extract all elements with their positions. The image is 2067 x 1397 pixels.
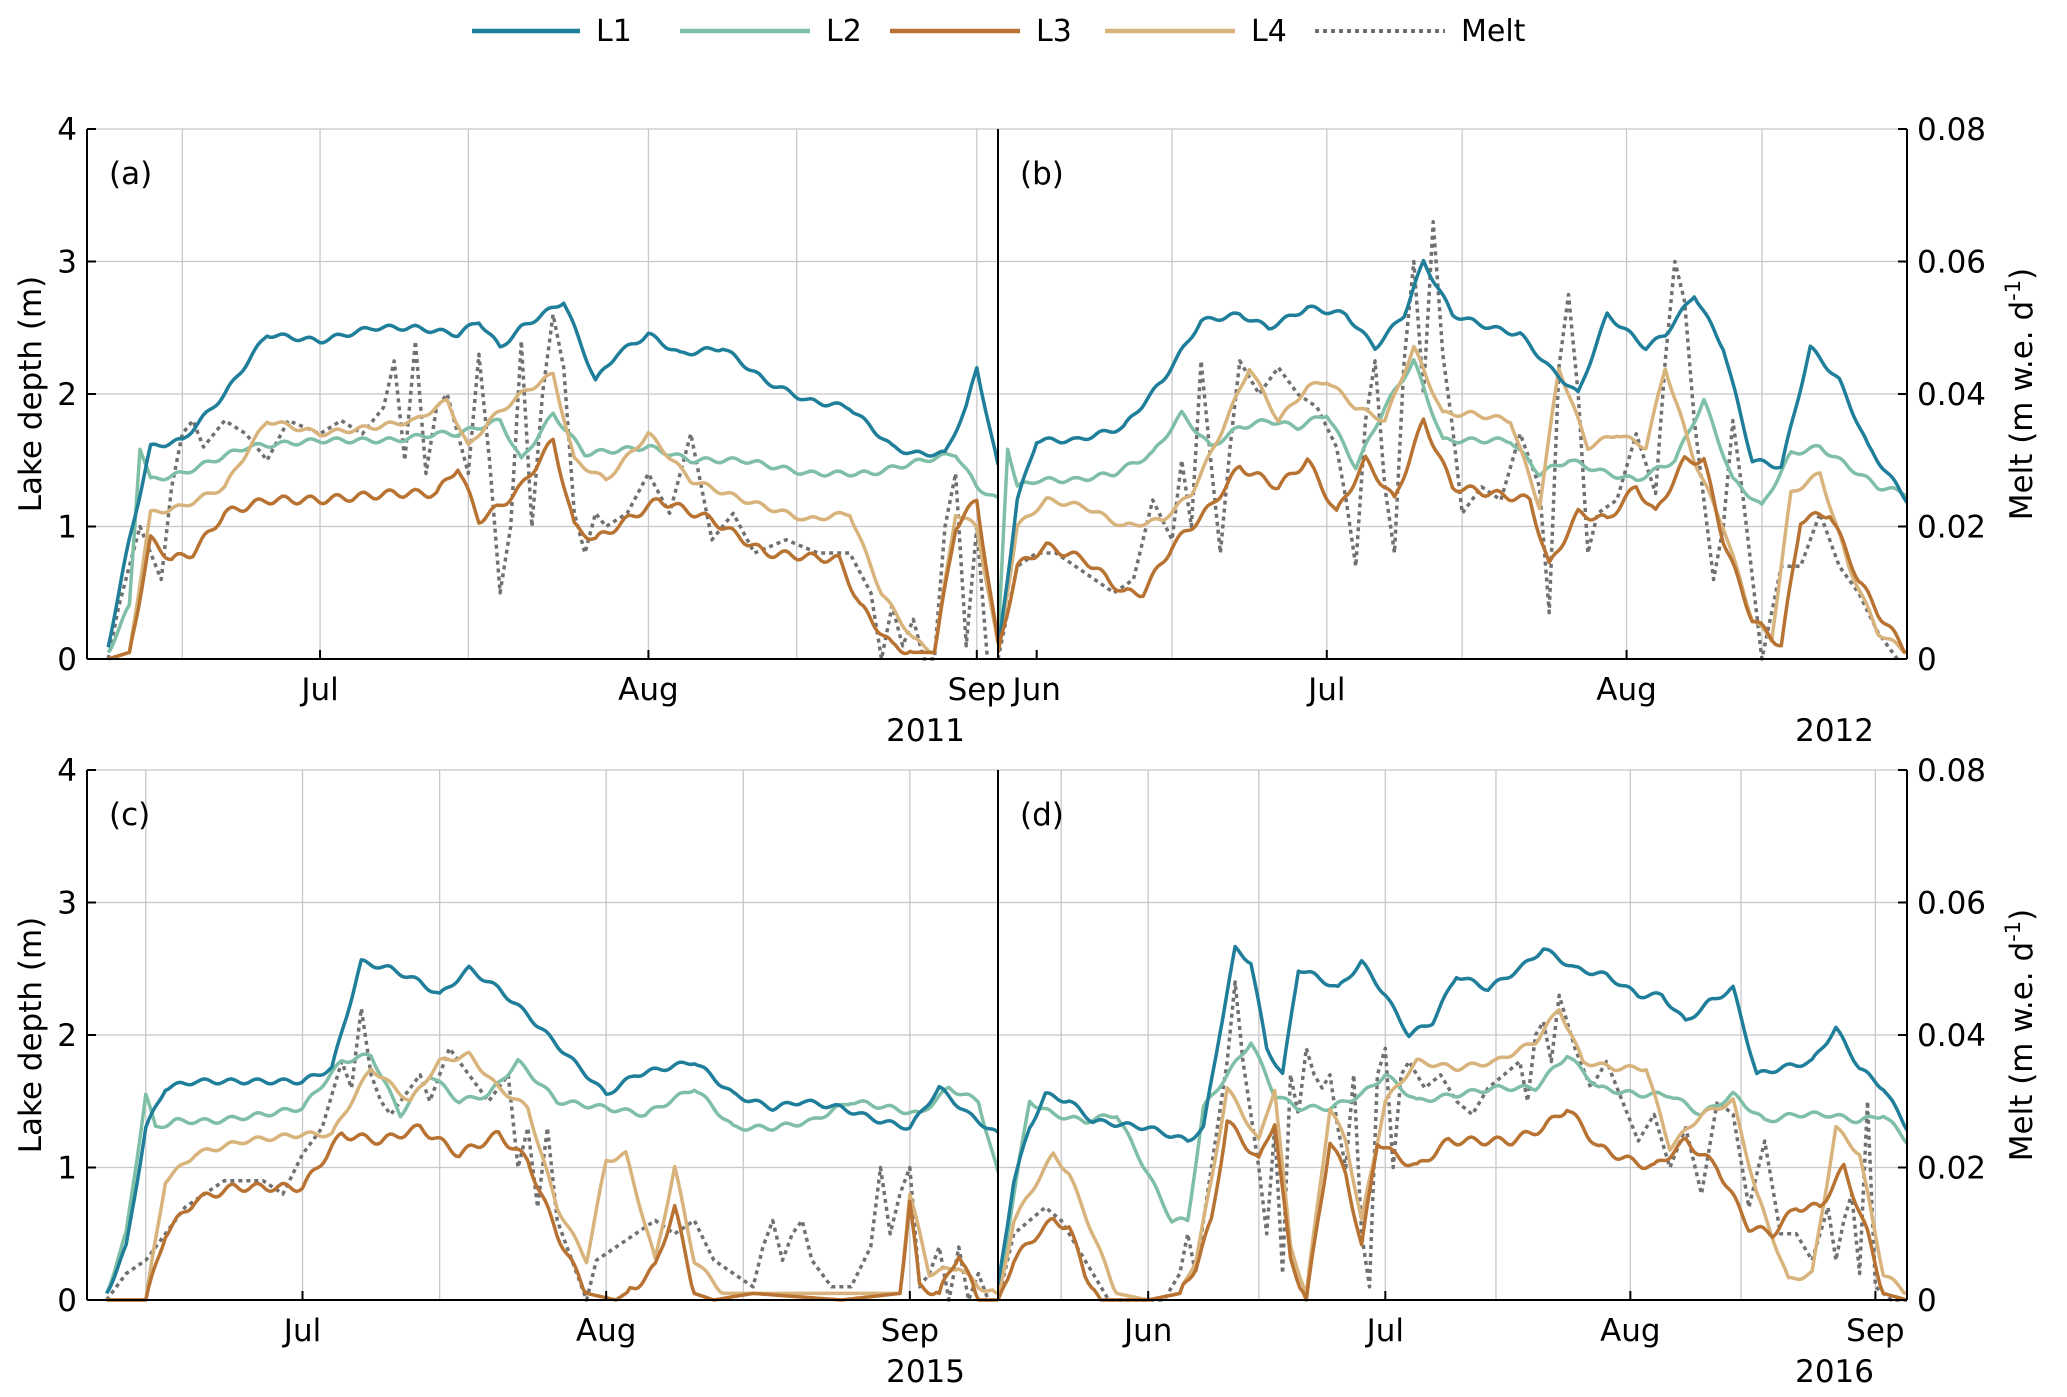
y-tick-label-left: 4	[57, 753, 77, 789]
y-tick-label-left: 2	[57, 1018, 77, 1054]
legend-entry-l2: L2	[680, 14, 862, 49]
legend-label: L1	[596, 14, 632, 49]
legend-label: L2	[826, 14, 862, 49]
x-tick-label: Aug	[1600, 1313, 1661, 1349]
year-label: 2016	[1795, 1354, 1874, 1390]
y-tick-label-right: 0.02	[1917, 510, 1986, 546]
legend-label: L4	[1251, 14, 1287, 49]
y-tick-label-left: 1	[57, 510, 77, 546]
series-line-melt	[998, 219, 1899, 661]
x-tick-label: Aug	[618, 672, 679, 708]
series-line-l2	[998, 1041, 1907, 1294]
x-tick-label: Aug	[1596, 672, 1657, 708]
y-tick-label-left: 3	[57, 886, 77, 922]
series-line-melt	[998, 980, 1907, 1302]
axes: 0 1 2 3 4 Lake depth (m) Jul Aug Sep 2015 (c)	[13, 753, 998, 1390]
series-line-l1	[105, 958, 998, 1295]
legend-label: Melt	[1461, 14, 1526, 49]
series-line-l2	[104, 1052, 998, 1295]
series-line-l1	[106, 301, 998, 648]
legend-label: L3	[1036, 14, 1072, 49]
panels: 0 1 2 3 4 Lake depth (m) Jul Aug Sep 2011 (a) 0 0.02…	[13, 112, 2040, 1390]
series-group	[998, 944, 1907, 1302]
y-axis-label-right: Melt (m w.e. d-1)	[2001, 268, 2040, 520]
series-line-l1	[998, 944, 1907, 1285]
axes: 0 0.02 0.04 0.06 0.08 Melt (m w.e. d-1) Jun Jul…	[997, 112, 2040, 749]
series-group	[106, 301, 998, 661]
y-tick-label-left: 2	[57, 377, 77, 413]
y-tick-label-left: 0	[57, 642, 77, 678]
y-tick-label-left: 4	[57, 112, 77, 148]
y-tick-label-right: 0.08	[1917, 753, 1986, 789]
grid	[998, 769, 1907, 1301]
legend-entry-melt: Melt	[1315, 14, 1526, 49]
series-line-l4	[106, 1050, 998, 1302]
y-tick-label-right: 0.04	[1917, 377, 1986, 413]
grid	[998, 128, 1907, 660]
y-tick-label-left: 0	[57, 1283, 77, 1319]
year-label: 2012	[1795, 713, 1874, 749]
x-tick-label: Jul	[1365, 1313, 1404, 1349]
legend-entry-l3: L3	[890, 14, 1072, 49]
legend-entry-l4: L4	[1105, 14, 1287, 49]
series-group	[104, 958, 998, 1302]
y-axis-label-left: Lake depth (m)	[13, 276, 49, 513]
series-line-l1	[998, 258, 1907, 653]
panel-label: (a)	[109, 156, 152, 192]
panel-d: 0 0.02 0.04 0.06 0.08 Melt (m w.e. d-1) Jun Jul…	[997, 753, 2040, 1390]
x-tick-label: Jun	[1122, 1313, 1172, 1349]
panel-a: 0 1 2 3 4 Lake depth (m) Jul Aug Sep 2011 (a)	[13, 112, 1006, 749]
legend: L1 L2 L3 L4 Melt	[472, 14, 1526, 49]
series-line-l2	[106, 411, 998, 654]
y-tick-label-left: 1	[57, 1151, 77, 1187]
x-tick-label: Aug	[576, 1313, 637, 1349]
y-tick-label-right: 0.06	[1917, 245, 1986, 281]
series-line-l3	[998, 417, 1907, 655]
series-line-l3	[106, 1123, 998, 1302]
series-line-l3	[998, 1108, 1907, 1302]
x-tick-label: Sep	[1846, 1313, 1904, 1349]
panel-label: (c)	[109, 797, 150, 833]
y-tick-label-right: 0.08	[1917, 112, 1986, 148]
y-axis-label-left: Lake depth (m)	[13, 917, 49, 1154]
y-tick-label-right: 0	[1917, 642, 1937, 678]
legend-entry-l1: L1	[472, 14, 632, 49]
series-group	[998, 219, 1907, 661]
panel-c: 0 1 2 3 4 Lake depth (m) Jul Aug Sep 2015 (c)	[13, 753, 998, 1390]
x-tick-label: Jul	[282, 1313, 321, 1349]
y-tick-label-left: 3	[57, 245, 77, 281]
year-label: 2011	[886, 713, 965, 749]
year-label: 2015	[886, 1354, 965, 1390]
series-line-l4	[107, 371, 998, 661]
x-tick-label: Sep	[948, 672, 1006, 708]
series-line-l2	[998, 357, 1907, 644]
y-axis-label-right: Melt (m w.e. d-1)	[2001, 909, 2040, 1161]
x-tick-label: Jul	[299, 672, 338, 708]
series-line-l4	[998, 344, 1907, 655]
series-line-l4	[998, 1008, 1907, 1302]
grid	[87, 769, 998, 1301]
panel-label: (d)	[1020, 797, 1064, 833]
series-line-melt	[105, 1006, 990, 1302]
x-tick-label: Sep	[881, 1313, 939, 1349]
y-tick-label-right: 0.04	[1917, 1018, 1986, 1054]
x-tick-label: Jun	[1010, 672, 1060, 708]
axes: 0 0.02 0.04 0.06 0.08 Melt (m w.e. d-1) Jun Jul…	[997, 753, 2040, 1390]
y-tick-label-right: 0.02	[1917, 1151, 1986, 1187]
series-line-melt	[106, 312, 990, 661]
series-line-l3	[107, 437, 998, 661]
panel-label: (b)	[1020, 156, 1064, 192]
x-tick-label: Jul	[1306, 672, 1345, 708]
y-tick-label-right: 0.06	[1917, 886, 1986, 922]
y-tick-label-right: 0	[1917, 1283, 1937, 1319]
panel-b: 0 0.02 0.04 0.06 0.08 Melt (m w.e. d-1) Jun Jul…	[997, 112, 2040, 749]
axes: 0 1 2 3 4 Lake depth (m) Jul Aug Sep 2011 (a)	[13, 112, 1006, 749]
